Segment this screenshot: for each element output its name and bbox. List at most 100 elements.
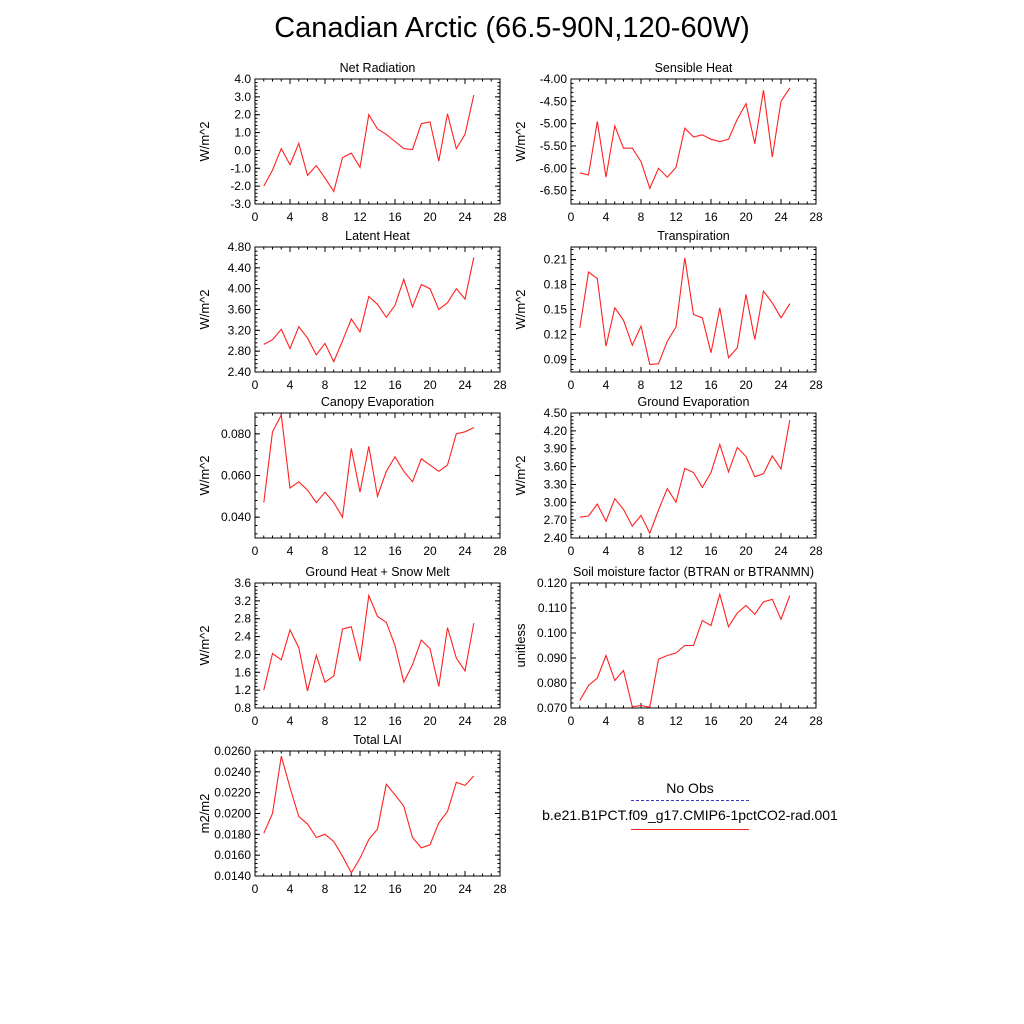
x-tick-label: 12 — [353, 714, 367, 728]
chart-panel: Ground Evaporation 0 4 8 12 16 20 24 28 4.50 4.20 3… — [513, 395, 823, 558]
x-tick-label: 20 — [423, 714, 437, 728]
y-tick-label: -2.0 — [230, 179, 251, 193]
x-tick-label: 0 — [568, 544, 575, 558]
series-line — [579, 87, 791, 190]
x-tick-label: 12 — [669, 544, 683, 558]
y-tick-label: -5.00 — [540, 117, 568, 131]
x-tick-label: 4 — [287, 210, 294, 224]
y-tick-label: 4.0 — [234, 72, 251, 86]
x-tick-label: 20 — [739, 210, 753, 224]
x-tick-label: 16 — [704, 210, 718, 224]
y-tick-label: 3.6 — [234, 576, 251, 590]
x-tick-label: 8 — [322, 714, 329, 728]
legend-model-swatch — [631, 829, 749, 830]
y-tick-label: 0.040 — [221, 510, 251, 524]
x-tick-label: 20 — [423, 378, 437, 392]
x-tick-label: 0 — [252, 714, 259, 728]
chart-panel: Ground Heat + Snow Melt 0 4 8 12 16 20 24 28 3.6 3… — [197, 565, 507, 728]
x-tick-label: 16 — [704, 544, 718, 558]
y-tick-label: 0.090 — [537, 651, 567, 665]
y-tick-label: 0.070 — [537, 701, 567, 715]
x-tick-label: 0 — [252, 378, 259, 392]
series-line — [263, 257, 475, 363]
series-line — [263, 756, 475, 875]
y-axis-label: W/m^2 — [513, 289, 528, 329]
legend: No Obs b.e21.B1PCT.f09_g17.CMIP6-1pctCO2… — [520, 778, 860, 830]
y-tick-label: 3.00 — [544, 495, 568, 509]
chart-title: Ground Heat + Snow Melt — [305, 565, 450, 579]
chart-panel: Sensible Heat 0 4 8 12 16 20 24 28 -4.00 -4.50 -5.0… — [513, 61, 823, 224]
x-tick-label: 8 — [322, 882, 329, 896]
legend-obs-label: No Obs — [666, 780, 714, 796]
legend-model-label: b.e21.B1PCT.f09_g17.CMIP6-1pctCO2-rad.00… — [542, 807, 838, 823]
y-axis-label: unitless — [513, 623, 528, 668]
x-tick-label: 0 — [252, 210, 259, 224]
y-tick-label: 4.50 — [544, 406, 568, 420]
y-tick-label: 0.15 — [544, 303, 568, 317]
x-tick-label: 4 — [603, 714, 610, 728]
series-line — [579, 257, 791, 366]
x-tick-label: 0 — [252, 544, 259, 558]
x-tick-label: 24 — [458, 544, 472, 558]
x-tick-label: 8 — [322, 210, 329, 224]
x-tick-label: 8 — [638, 714, 645, 728]
y-tick-label: 0.0 — [234, 143, 251, 157]
x-tick-label: 8 — [638, 378, 645, 392]
y-tick-label: 2.40 — [228, 365, 252, 379]
y-tick-label: -6.50 — [540, 184, 568, 198]
plot-frame — [570, 246, 817, 373]
series-line — [263, 593, 475, 692]
x-tick-label: 16 — [704, 714, 718, 728]
y-tick-label: 0.0140 — [214, 869, 251, 883]
y-tick-label: 0.120 — [537, 576, 567, 590]
x-tick-label: 4 — [287, 544, 294, 558]
x-tick-label: 28 — [493, 210, 507, 224]
y-tick-label: 0.080 — [537, 676, 567, 690]
y-tick-label: 1.0 — [234, 126, 251, 140]
y-tick-label: 2.8 — [234, 612, 251, 626]
chart-title: Ground Evaporation — [638, 395, 750, 409]
x-tick-label: 28 — [493, 544, 507, 558]
plot-frame — [254, 750, 501, 877]
plot-frame — [254, 78, 501, 205]
x-tick-label: 16 — [388, 544, 402, 558]
plot-frame — [570, 412, 817, 539]
y-tick-label: 4.00 — [228, 282, 252, 296]
x-tick-label: 12 — [353, 378, 367, 392]
x-tick-label: 12 — [669, 210, 683, 224]
y-tick-label: 0.0240 — [214, 765, 251, 779]
x-tick-label: 16 — [388, 714, 402, 728]
x-tick-label: 24 — [774, 714, 788, 728]
y-tick-label: 3.60 — [544, 460, 568, 474]
y-tick-label: -4.50 — [540, 94, 568, 108]
y-tick-label: 0.0200 — [214, 807, 251, 821]
x-tick-label: 12 — [669, 714, 683, 728]
y-tick-label: 0.18 — [544, 278, 568, 292]
x-tick-label: 16 — [704, 378, 718, 392]
x-tick-label: 8 — [322, 544, 329, 558]
series-line — [263, 413, 475, 519]
series-line — [579, 592, 791, 708]
y-tick-label: 3.0 — [234, 90, 251, 104]
x-tick-label: 8 — [638, 210, 645, 224]
y-tick-label: 3.20 — [228, 323, 252, 337]
y-tick-label: 4.20 — [544, 424, 568, 438]
y-tick-label: 3.30 — [544, 477, 568, 491]
chart-title: Sensible Heat — [655, 61, 733, 75]
x-tick-label: 12 — [353, 882, 367, 896]
x-tick-label: 0 — [252, 882, 259, 896]
y-tick-label: 0.12 — [544, 328, 568, 342]
x-tick-label: 28 — [493, 714, 507, 728]
x-tick-label: 20 — [423, 544, 437, 558]
x-tick-label: 28 — [809, 714, 823, 728]
y-tick-label: 0.0160 — [214, 848, 251, 862]
y-axis-label: W/m^2 — [513, 455, 528, 495]
plot-frame — [254, 582, 501, 709]
y-tick-label: 1.2 — [234, 683, 251, 697]
y-tick-label: 3.60 — [228, 303, 252, 317]
x-tick-label: 24 — [458, 210, 472, 224]
x-tick-label: 28 — [493, 882, 507, 896]
y-tick-label: 3.2 — [234, 594, 251, 608]
y-tick-label: 0.09 — [544, 353, 568, 367]
y-tick-label: 2.0 — [234, 647, 251, 661]
